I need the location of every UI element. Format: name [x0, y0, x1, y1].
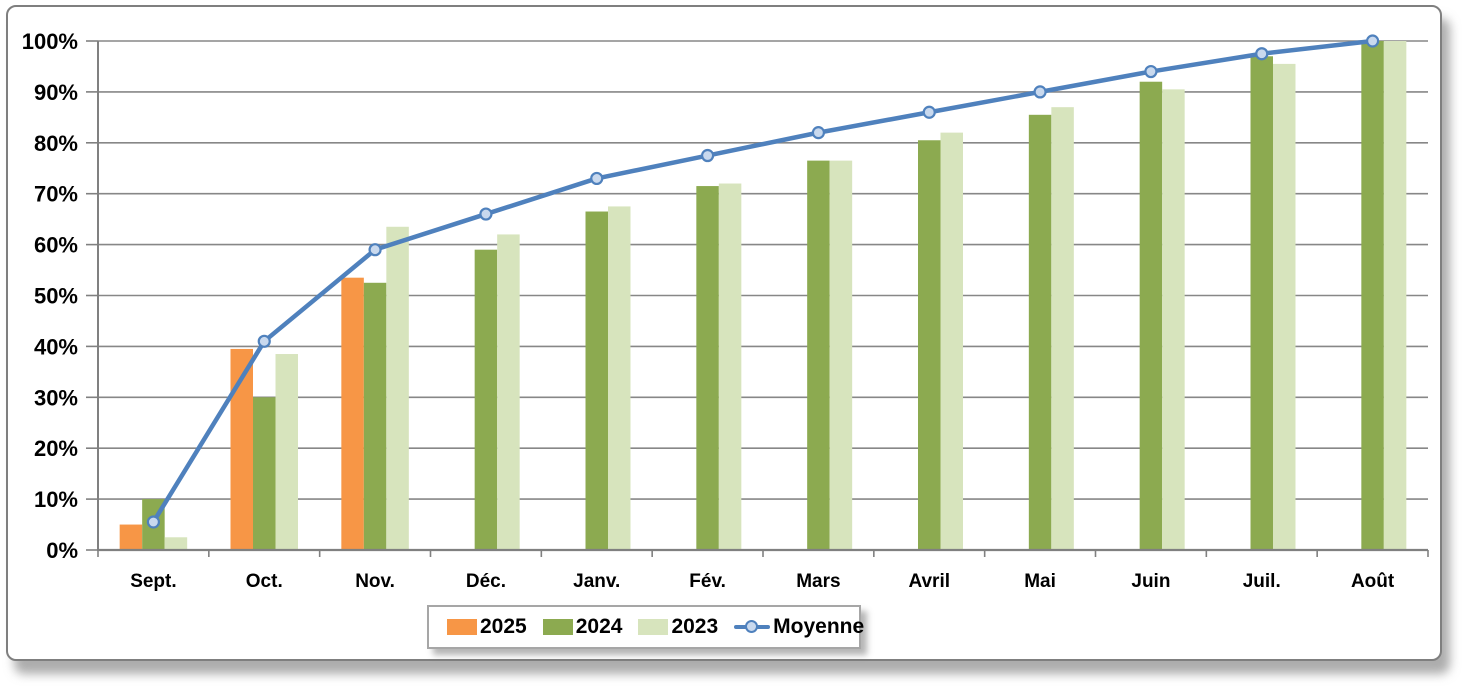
legend-item-2024: 2024	[542, 615, 623, 639]
bar-2024-5	[696, 186, 719, 550]
legend-label-2024: 2024	[575, 615, 623, 638]
y-tick-label-90%: 90%	[34, 80, 78, 105]
marker-moyenne-7	[922, 105, 936, 119]
x-label-10: Juil.	[1243, 571, 1281, 592]
marker-moyenne-11	[1365, 34, 1380, 48]
bar-2024-3	[474, 249, 498, 550]
x-label-4: Janv.	[573, 571, 620, 592]
bar-2024-8	[1028, 114, 1052, 551]
marker-moyenne-0	[146, 515, 161, 529]
bar-2023-0	[164, 537, 188, 550]
bar-2025-1	[230, 348, 253, 550]
legend-label-2025: 2025	[480, 615, 527, 638]
x-label-2: Nov.	[355, 571, 395, 592]
chart-card: 0% 10% 20% 30% 40% 50% 60% 70% 80% 90% 100% Sept. Oc…	[6, 5, 1442, 661]
bar-2023-2	[386, 226, 409, 550]
x-label-1: Oct.	[246, 571, 283, 592]
bar-2023-4	[608, 206, 631, 551]
bar-2023-1	[275, 354, 298, 550]
legend-swatch-2024	[542, 619, 573, 635]
bar-2023-10	[1273, 63, 1296, 550]
x-label-11: Août	[1351, 571, 1395, 592]
marker-moyenne-1	[257, 334, 271, 348]
y-tick-label-70%: 70%	[34, 182, 78, 207]
legend-swatch-2023	[638, 619, 669, 635]
chart-legend: 2025 2024 2023 Moyenne	[427, 605, 864, 649]
marker-moyenne-10	[1255, 47, 1269, 61]
bar-2024-6	[807, 160, 830, 551]
legend-label-moyenne: Moyenne	[773, 615, 865, 638]
x-label-8: Mai	[1024, 571, 1056, 592]
marker-moyenne-2	[368, 243, 382, 257]
legend-label-2023: 2023	[671, 615, 719, 638]
x-label-7: Avril	[908, 571, 950, 592]
y-tick-label-60%: 60%	[34, 233, 78, 258]
bar-2025-2	[341, 277, 364, 550]
y-tick-label-50%: 50%	[34, 284, 78, 309]
legend-item-moyenne: Moyenne	[734, 615, 864, 639]
y-tick-label-20%: 20%	[34, 436, 78, 461]
bar-2024-2	[363, 282, 387, 550]
legend-swatch-2025	[447, 619, 477, 635]
x-label-3: Déc.	[466, 571, 506, 592]
bar-2023-3	[497, 234, 520, 551]
y-tick-label-100%: 100%	[22, 29, 78, 54]
marker-moyenne-6	[811, 126, 826, 140]
y-tick-label-80%: 80%	[34, 131, 78, 156]
x-label-0: Sept.	[130, 571, 176, 592]
y-tick-label-40%: 40%	[34, 334, 78, 359]
x-label-5: Fév.	[689, 571, 726, 592]
legend-marker-dot-icon	[745, 620, 759, 633]
chart-plot: 0% 10% 20% 30% 40% 50% 60% 70% 80% 90% 100% Sept. Oc…	[22, 29, 1429, 592]
bar-2023-7	[940, 132, 963, 550]
marker-moyenne-5	[700, 148, 715, 163]
bar-2023-11	[1383, 41, 1407, 550]
legend-item-2025: 2025	[447, 615, 527, 639]
line-moyenne	[151, 38, 1375, 525]
marker-moyenne-9	[1144, 64, 1158, 79]
y-tick-label-30%: 30%	[34, 385, 78, 410]
marker-moyenne-3	[479, 207, 493, 221]
marker-moyenne-8	[1033, 85, 1047, 99]
bar-2024-9	[1139, 81, 1163, 550]
x-label-6: Mars	[796, 571, 840, 592]
x-label-9: Juin	[1131, 571, 1170, 592]
bar-2023-9	[1162, 89, 1185, 550]
bar-2024-4	[585, 211, 608, 550]
legend-item-2023: 2023	[638, 615, 718, 639]
marker-moyenne-4	[590, 171, 604, 186]
bar-2023-6	[829, 160, 853, 551]
bar-2024-1	[253, 397, 276, 550]
bar-2023-8	[1051, 107, 1074, 551]
bar-2024-10	[1250, 56, 1273, 551]
bar-2023-5	[718, 183, 742, 550]
legend-line-marker-icon	[734, 620, 771, 634]
y-tick-label-0%: 0%	[46, 538, 78, 563]
bar-2025-0	[119, 524, 143, 550]
y-tick-label-10%: 10%	[34, 487, 78, 512]
bar-2024-11	[1361, 41, 1384, 550]
bar-2024-7	[918, 140, 941, 550]
